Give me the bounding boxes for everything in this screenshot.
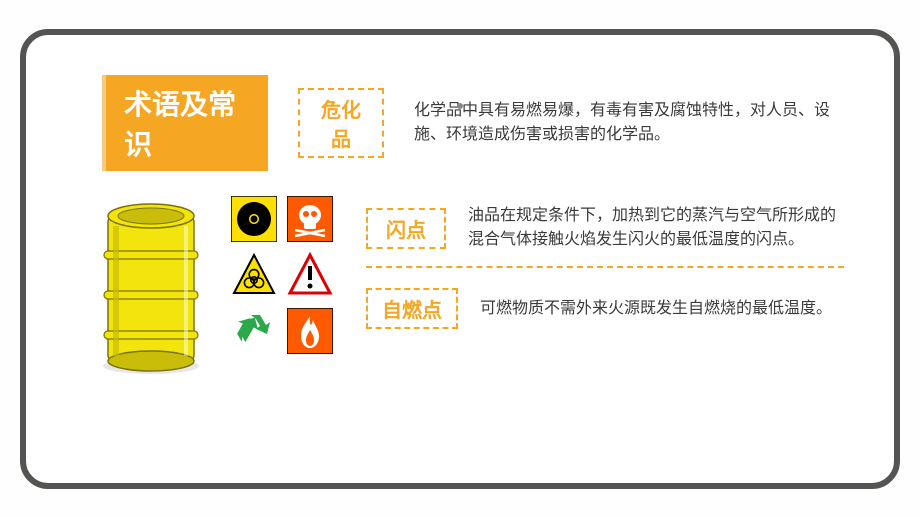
definition-row: 闪点 油品在规定条件下，加热到它的蒸汽与空气所形成的混合气体接触火焰发生闪火的最… (366, 196, 844, 268)
biohazard-triangle-icon (231, 252, 277, 298)
definitions-column: 闪点 油品在规定条件下，加热到它的蒸汽与空气所形成的混合气体接触火焰发生闪火的最… (366, 196, 844, 343)
warning-triangle-icon (287, 252, 333, 298)
term-box-3: 自燃点 (366, 288, 458, 329)
term-box-2: 闪点 (366, 208, 446, 249)
term-def-1: 化学品中具有易燃易爆，有毒有害及腐蚀特性，对人员、设施、环境造成伤害或损害的化学… (414, 99, 844, 147)
term-def-2: 油品在规定条件下，加热到它的蒸汽与空气所形成的混合气体接触火焰发生闪火的最低温度… (468, 204, 844, 252)
title-badge: 术语及常识 (106, 75, 268, 171)
barrel-illustration (96, 196, 206, 381)
hazard-icons-grid (231, 196, 341, 354)
definition-row: 自燃点 可燃物质不需外来火源既发生自燃烧的最低温度。 (366, 280, 844, 343)
page-indicator-dot (457, 103, 463, 109)
recycle-icon (231, 308, 277, 354)
term-box-1: 危化品 (298, 88, 384, 158)
toxic-skull-icon (287, 196, 333, 242)
header-row: 术语及常识 危化品 化学品中具有易燃易爆，有毒有害及腐蚀特性，对人员、设施、环境… (106, 75, 844, 171)
content-area: 闪点 油品在规定条件下，加热到它的蒸汽与空气所形成的混合气体接触火焰发生闪火的最… (96, 196, 844, 381)
slide-frame: 术语及常识 危化品 化学品中具有易燃易爆，有毒有害及腐蚀特性，对人员、设施、环境… (20, 29, 900, 489)
term-def-3: 可燃物质不需外来火源既发生自燃烧的最低温度。 (480, 297, 832, 321)
flammable-icon (287, 308, 333, 354)
radiation-icon (231, 196, 277, 242)
